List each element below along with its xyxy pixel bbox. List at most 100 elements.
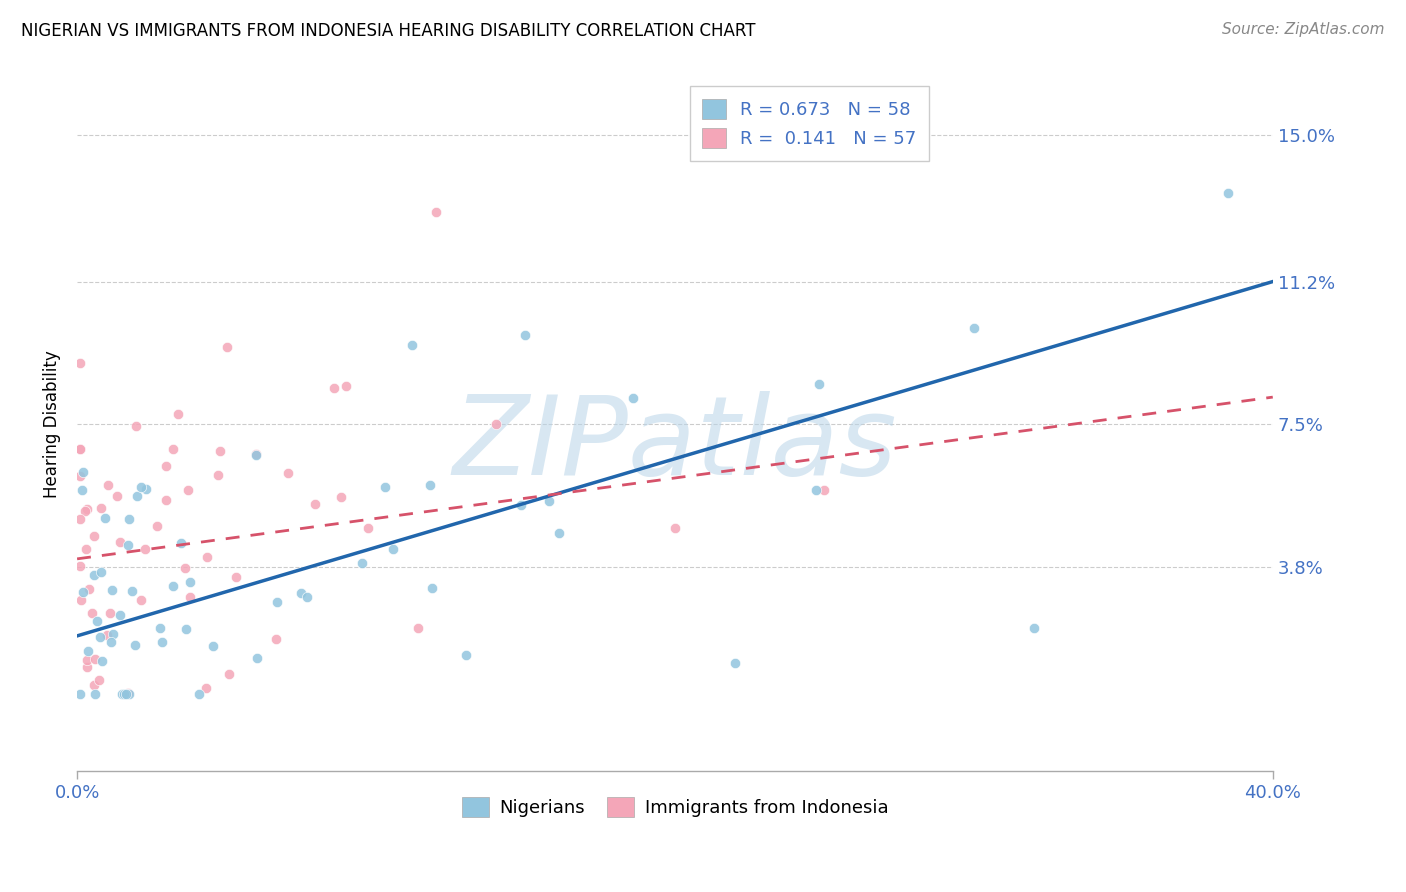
Point bbox=[419, 478, 441, 492]
Point bbox=[121, 584, 143, 599]
Point bbox=[117, 538, 139, 552]
Point bbox=[485, 417, 508, 431]
Point bbox=[114, 687, 136, 701]
Point bbox=[176, 622, 198, 636]
Point bbox=[108, 534, 131, 549]
Point bbox=[179, 575, 201, 590]
Point bbox=[69, 442, 91, 457]
Point bbox=[264, 632, 287, 646]
Point bbox=[515, 328, 537, 343]
Point bbox=[187, 687, 209, 701]
Point bbox=[134, 542, 156, 557]
Point bbox=[215, 340, 238, 354]
Point bbox=[266, 595, 288, 609]
Point bbox=[101, 583, 124, 598]
Point bbox=[76, 660, 98, 674]
Point bbox=[83, 568, 105, 582]
Point bbox=[112, 687, 135, 701]
Point bbox=[84, 687, 107, 701]
Point bbox=[807, 377, 830, 392]
Point bbox=[174, 561, 197, 575]
Point bbox=[75, 542, 97, 557]
Point bbox=[83, 651, 105, 665]
Point bbox=[117, 686, 139, 700]
Point bbox=[108, 607, 131, 622]
Point bbox=[87, 673, 110, 687]
Point bbox=[96, 628, 118, 642]
Point bbox=[195, 550, 218, 565]
Point bbox=[166, 407, 188, 421]
Point bbox=[69, 592, 91, 607]
Point bbox=[724, 656, 747, 670]
Point bbox=[170, 536, 193, 550]
Point bbox=[246, 651, 269, 665]
Point bbox=[129, 592, 152, 607]
Point bbox=[80, 607, 103, 621]
Point bbox=[135, 482, 157, 496]
Point bbox=[70, 483, 93, 498]
Point bbox=[155, 459, 177, 474]
Point bbox=[297, 590, 319, 604]
Point bbox=[207, 468, 229, 483]
Point bbox=[114, 687, 136, 701]
Point bbox=[304, 497, 326, 511]
Point bbox=[202, 639, 225, 653]
Point bbox=[352, 556, 374, 570]
Point bbox=[118, 687, 141, 701]
Point bbox=[425, 205, 447, 219]
Point bbox=[357, 521, 380, 535]
Point bbox=[422, 581, 444, 595]
Point bbox=[69, 687, 91, 701]
Point bbox=[86, 614, 108, 628]
Point bbox=[90, 501, 112, 516]
Point bbox=[100, 635, 122, 649]
Point bbox=[149, 621, 172, 635]
Point bbox=[69, 559, 91, 574]
Point bbox=[91, 654, 114, 668]
Point bbox=[105, 489, 128, 503]
Point bbox=[101, 626, 124, 640]
Point bbox=[813, 483, 835, 497]
Point bbox=[73, 504, 96, 518]
Point bbox=[454, 648, 477, 662]
Point bbox=[290, 586, 312, 600]
Point bbox=[77, 582, 100, 597]
Point bbox=[177, 483, 200, 497]
Point bbox=[76, 653, 98, 667]
Point bbox=[118, 512, 141, 526]
Point bbox=[245, 449, 267, 463]
Point bbox=[72, 465, 94, 479]
Point bbox=[90, 565, 112, 579]
Point bbox=[406, 621, 429, 635]
Legend: Nigerians, Immigrants from Indonesia: Nigerians, Immigrants from Indonesia bbox=[454, 789, 896, 824]
Point bbox=[145, 519, 167, 533]
Point bbox=[195, 681, 218, 695]
Point bbox=[547, 526, 569, 541]
Point bbox=[129, 480, 152, 494]
Point bbox=[664, 521, 686, 535]
Point bbox=[83, 677, 105, 691]
Text: ZIPatlas: ZIPatlas bbox=[453, 392, 897, 499]
Point bbox=[150, 635, 173, 649]
Point bbox=[69, 442, 91, 457]
Point bbox=[1022, 621, 1045, 635]
Point bbox=[69, 468, 91, 483]
Point bbox=[97, 478, 120, 492]
Point bbox=[277, 467, 299, 481]
Text: NIGERIAN VS IMMIGRANTS FROM INDONESIA HEARING DISABILITY CORRELATION CHART: NIGERIAN VS IMMIGRANTS FROM INDONESIA HE… bbox=[21, 22, 755, 40]
Point bbox=[155, 492, 177, 507]
Point bbox=[621, 391, 644, 405]
Point bbox=[94, 510, 117, 524]
Point bbox=[323, 381, 346, 395]
Point bbox=[510, 498, 533, 512]
Text: Source: ZipAtlas.com: Source: ZipAtlas.com bbox=[1222, 22, 1385, 37]
Point bbox=[162, 442, 184, 457]
Point bbox=[381, 541, 404, 556]
Point bbox=[72, 584, 94, 599]
Point bbox=[76, 644, 98, 658]
Point bbox=[179, 591, 201, 605]
Point bbox=[209, 443, 232, 458]
Point bbox=[538, 493, 561, 508]
Point bbox=[89, 630, 111, 644]
Point bbox=[69, 512, 91, 526]
